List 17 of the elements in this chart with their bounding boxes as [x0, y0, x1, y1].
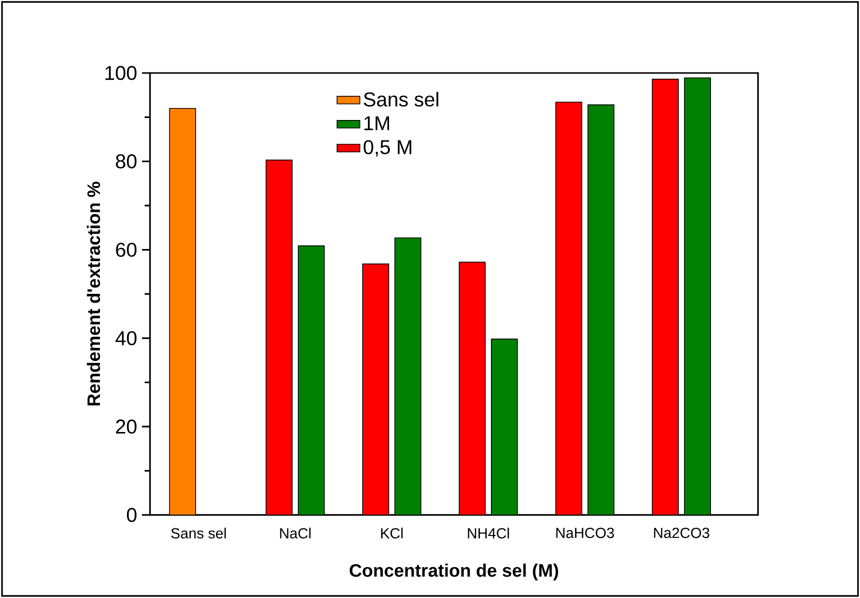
legend-label: Sans sel — [364, 92, 438, 107]
y-tick-label: 20 — [116, 420, 136, 434]
x-tick-label: Sans sel — [171, 528, 226, 538]
legend-label: 0,5 M — [364, 140, 412, 157]
x-axis-title: Concentration de sel (M) — [350, 564, 558, 580]
legend-label: 1M — [364, 116, 390, 130]
y-axis-title: Rendement d'extraction % — [86, 182, 100, 406]
x-tick-label: NaHCO3 — [556, 528, 614, 538]
x-tick-label: Na2CO3 — [654, 528, 710, 538]
y-tick-label: 40 — [116, 331, 136, 346]
x-tick-label: NH4Cl — [468, 528, 509, 538]
x-tick-label: NaCl — [280, 528, 311, 538]
y-tick-label: 0 — [126, 508, 136, 522]
y-tick-label: 60 — [116, 242, 136, 257]
y-tick-label: 100 — [105, 66, 136, 80]
x-tick-label: KCl — [381, 528, 403, 538]
y-tick-label: 80 — [116, 154, 136, 168]
